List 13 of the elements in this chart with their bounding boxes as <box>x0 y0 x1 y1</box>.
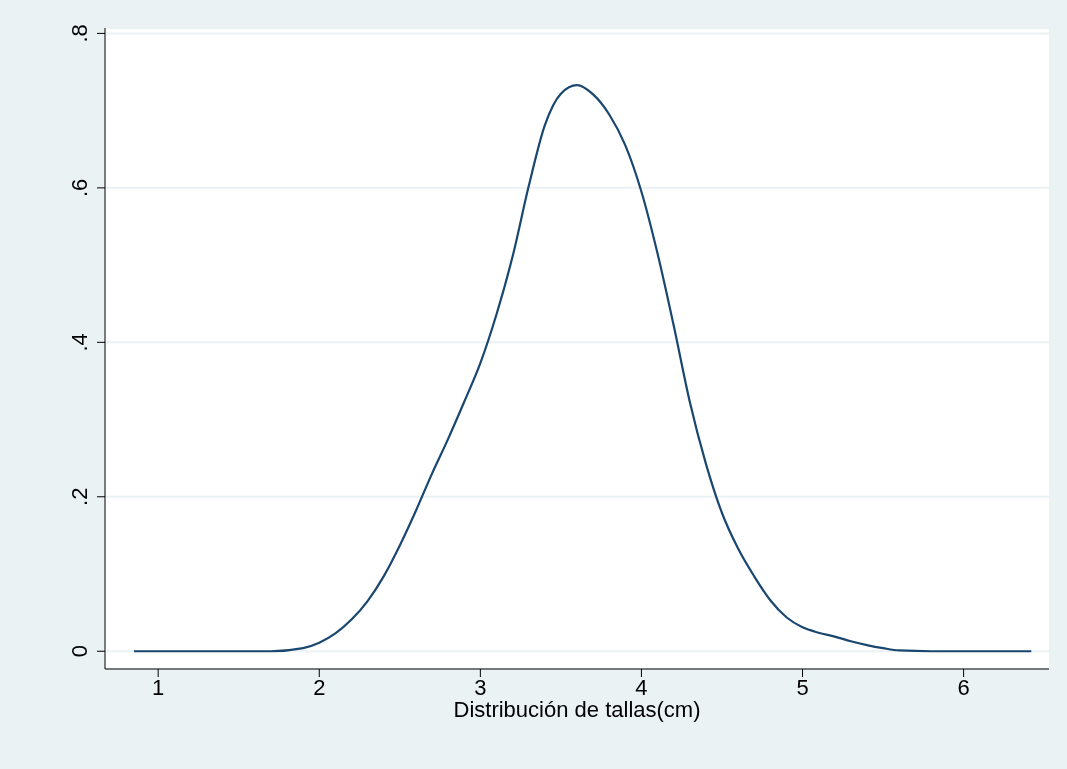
y-tick-label: .2 <box>67 487 92 506</box>
x-axis-title: Distribución de tallas(cm) <box>453 697 701 722</box>
x-tick-label: 5 <box>796 674 809 700</box>
y-tick-label: 0 <box>67 645 92 658</box>
y-tick-label: .4 <box>67 333 92 352</box>
x-tick-label: 3 <box>474 674 487 700</box>
y-tick-label: .6 <box>67 178 92 198</box>
x-tick-label: 2 <box>313 674 326 700</box>
x-tick-label: 1 <box>152 674 165 700</box>
x-tick-label: 6 <box>957 674 970 700</box>
y-tick-label: .8 <box>67 24 92 43</box>
line-series <box>132 84 1033 653</box>
x-tick-label: 4 <box>635 674 648 700</box>
